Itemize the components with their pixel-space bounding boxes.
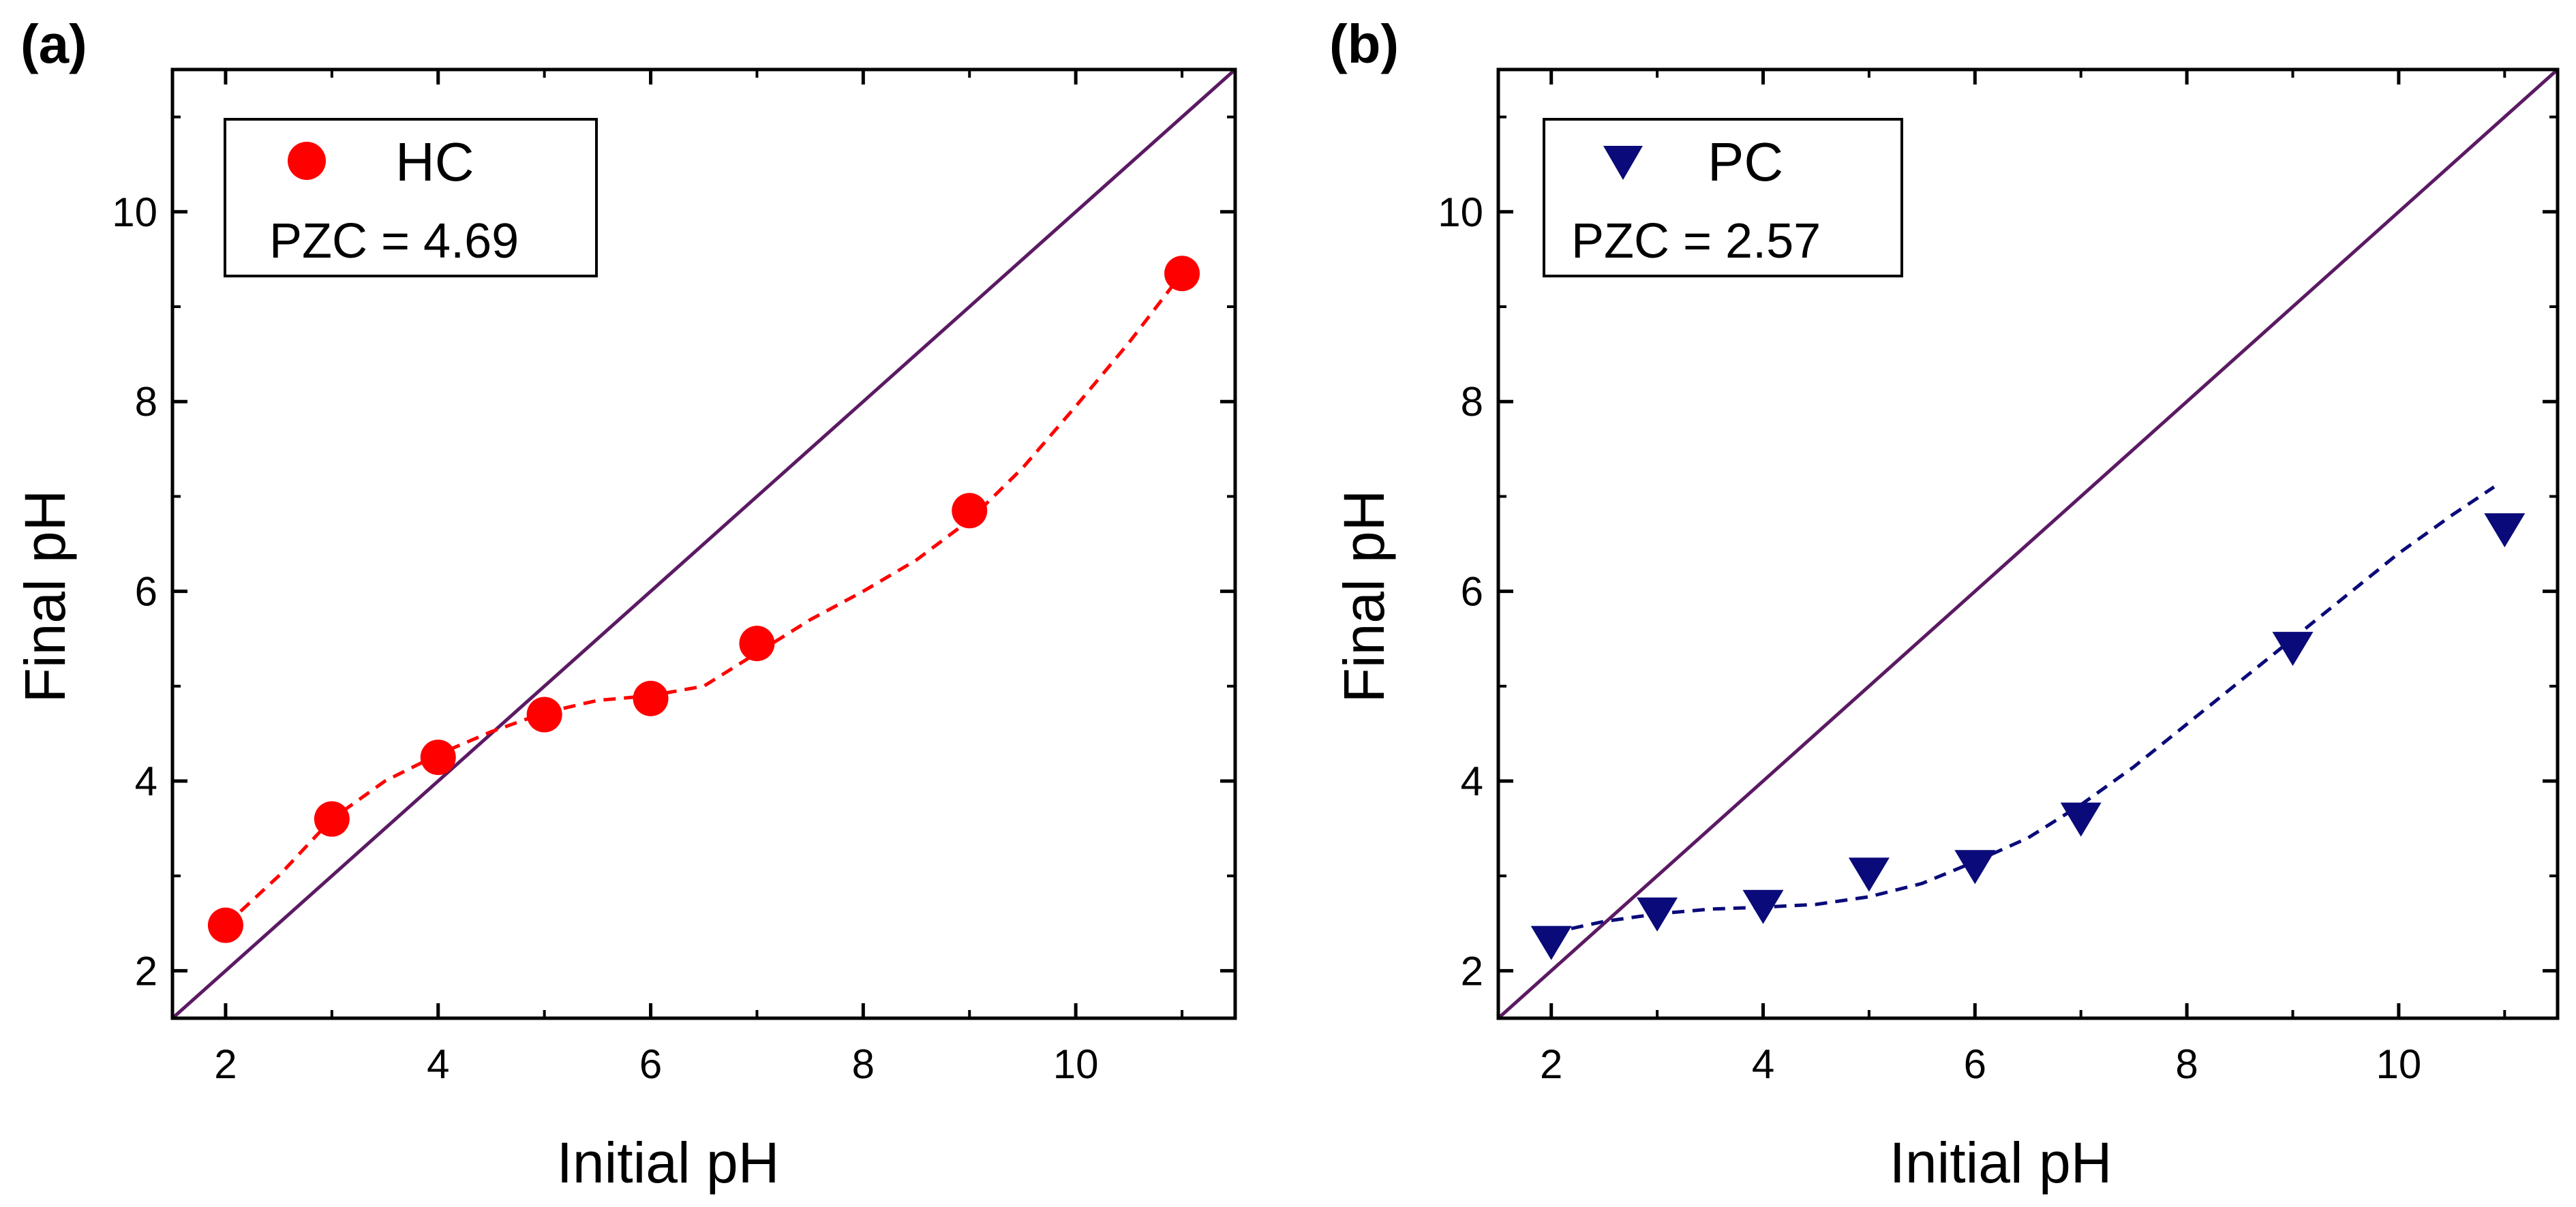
panel-a-x-tick-label: 4: [427, 1041, 449, 1087]
panel-b-data-point: [1742, 889, 1784, 924]
panel-b-data-point: [1530, 926, 1572, 960]
panel-b-y-tick-label: 8: [1461, 379, 1483, 425]
panel-a-fit-curve: [224, 272, 1183, 927]
panel-a-x-tick-label: 2: [214, 1041, 237, 1087]
panel-a-data-point: [952, 493, 988, 529]
panel-a-data-point: [633, 680, 669, 716]
panel-b-data-point: [2060, 802, 2102, 837]
panel-a-legend-box: [224, 118, 598, 277]
panel-a-data-point: [207, 907, 243, 943]
panel-a-legend-series-name: HC: [395, 132, 474, 192]
panel-b-y-tick-label: 2: [1461, 948, 1483, 994]
panel-b-x-tick-label: 4: [1752, 1041, 1774, 1087]
panel-a-legend: HC PZC = 4.69: [224, 118, 598, 277]
panel-a-y-tick-label: 6: [135, 569, 157, 615]
panel-b-y-tick-label: 6: [1461, 569, 1483, 615]
panel-a-x-tick-label: 6: [639, 1041, 662, 1087]
panel-b-identity-line: [1498, 70, 2558, 1018]
panel-b: (b) 2 4 6 8 10 2 4 6 8 10 Final pH Initial pH PC …: [1329, 14, 2560, 1195]
panel-a-y-tick-label: 2: [135, 948, 157, 994]
panel-b-plot-area: 2 4 6 8 10 2 4 6 8 10: [1438, 67, 2560, 1087]
panel-a-data-point: [739, 626, 775, 662]
panel-b-legend-series-name: PC: [1708, 132, 1783, 192]
panel-a-data-point: [1164, 256, 1200, 292]
panel-b-data-point: [1637, 897, 1678, 932]
panel-b-x-tick-label: 10: [2376, 1041, 2422, 1087]
panel-a-x-tick-label: 10: [1053, 1041, 1099, 1087]
panel-a-y-tick-label: 8: [135, 379, 157, 425]
panel-a-x-tick-label: 8: [852, 1041, 875, 1087]
panel-b-x-tick-label: 8: [2175, 1041, 2198, 1087]
panel-a: (a) 2 4 6 8 10 2 4 6 8 10 Final pH Initial pH HC …: [13, 14, 1237, 1195]
panel-a-x-axis-label: Initial pH: [557, 1131, 780, 1195]
panel-b-x-tick-label: 6: [1964, 1041, 1986, 1087]
panel-b-fit-curve: [1551, 485, 2496, 935]
panel-a-identity-line: [172, 70, 1235, 1018]
panel-a-axes-frame: [170, 67, 1237, 1020]
panel-b-legend-box: [1543, 118, 1903, 277]
panel-b-x-axis-label: Initial pH: [1890, 1131, 2112, 1195]
panel-b-y-tick-label: 4: [1461, 759, 1483, 804]
panel-a-y-tick-label: 10: [112, 189, 157, 235]
panel-b-axes-frame: [1496, 67, 2560, 1020]
panel-a-label: (a): [20, 14, 87, 74]
panel-b-legend-pzc: PZC = 2.57: [1571, 214, 1821, 269]
panel-a-y-axis-label: Final pH: [13, 490, 77, 703]
panel-a-plot-area: 2 4 6 8 10 2 4 6 8 10: [112, 67, 1237, 1087]
panel-b-legend: PC PZC = 2.57: [1543, 118, 1903, 277]
panel-b-label: (b): [1329, 14, 1399, 74]
panel-b-data-point: [1848, 857, 1890, 892]
panel-b-data-point: [2484, 513, 2526, 548]
panel-a-legend-pzc: PZC = 4.69: [269, 214, 519, 269]
panel-a-data-point: [314, 801, 350, 837]
panel-b-x-tick-label: 2: [1540, 1041, 1562, 1087]
panel-b-y-axis-label: Final pH: [1332, 490, 1396, 703]
panel-a-y-tick-label: 4: [135, 759, 157, 804]
panel-b-data-point: [1954, 850, 1996, 885]
panel-b-y-tick-label: 10: [1438, 189, 1483, 235]
panel-b-data-point: [2272, 632, 2314, 667]
panel-a-legend-marker: [288, 142, 326, 180]
panel-b-legend-marker: [1603, 146, 1643, 180]
panel-a-data-point: [526, 697, 562, 733]
panel-a-data-point: [420, 739, 456, 776]
